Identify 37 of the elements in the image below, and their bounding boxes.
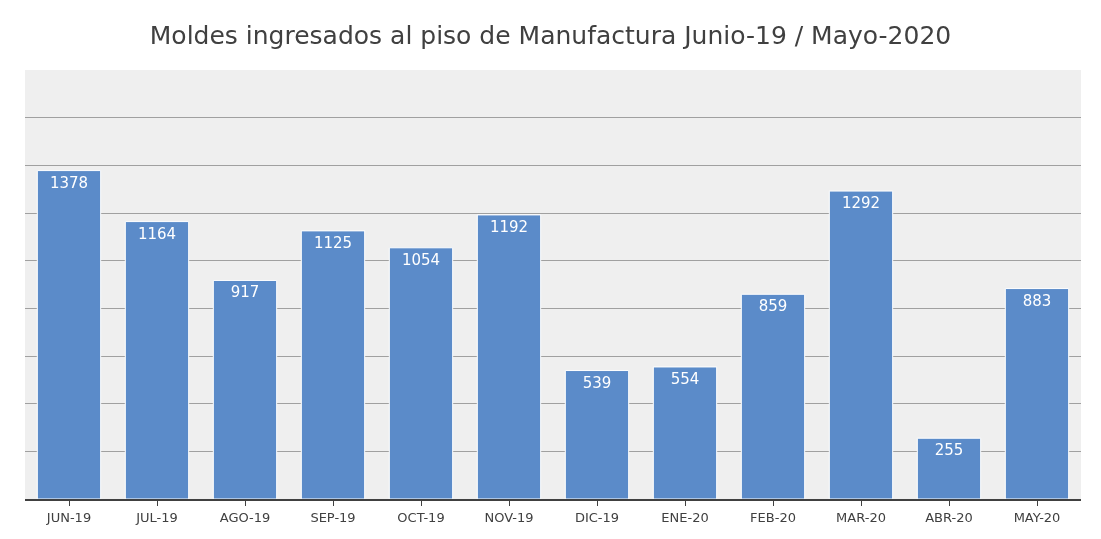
x-tick-label: FEB-20 [750, 509, 796, 525]
x-tick-label: JUN-19 [45, 509, 92, 525]
data-label: 1378 [49, 173, 89, 192]
x-tick-label: DIC-19 [574, 509, 620, 525]
data-label: 1054 [401, 250, 441, 269]
x-tick-label: MAR-20 [836, 509, 886, 525]
chart-title: Moldes ingresados al piso de Manufactura Junio-19 / Mayo-2020 [149, 21, 952, 51]
x-tick-label: OCT-19 [397, 509, 445, 525]
x-tick-label: ABR-20 [925, 509, 973, 525]
bar [564, 370, 630, 499]
data-label: 1192 [489, 217, 529, 236]
x-tick-label: MAY-20 [1013, 509, 1061, 525]
bar [212, 279, 278, 499]
data-label: 1125 [313, 233, 353, 252]
data-label: 539 [582, 373, 612, 392]
bar [124, 221, 190, 499]
data-label: 1292 [841, 194, 881, 213]
bar [916, 437, 982, 499]
bar [476, 214, 542, 499]
data-label: 1164 [137, 224, 177, 243]
x-tick-label: AGO-19 [219, 509, 271, 525]
data-label: 917 [230, 283, 260, 302]
bar [740, 293, 806, 499]
data-label: 255 [934, 441, 964, 460]
data-label: 883 [1022, 291, 1052, 310]
bar [388, 247, 454, 499]
bar [828, 190, 894, 499]
x-tick-label: NOV-19 [484, 509, 534, 525]
x-tick-label: SEP-19 [310, 509, 356, 525]
x-tick-label: JUL-19 [135, 509, 178, 525]
bar [300, 230, 366, 499]
bar [1004, 288, 1070, 499]
bar [652, 366, 718, 499]
bar [36, 170, 102, 499]
data-label: 554 [670, 369, 700, 388]
data-label: 859 [758, 297, 788, 316]
x-tick-label: ENE-20 [661, 509, 709, 525]
